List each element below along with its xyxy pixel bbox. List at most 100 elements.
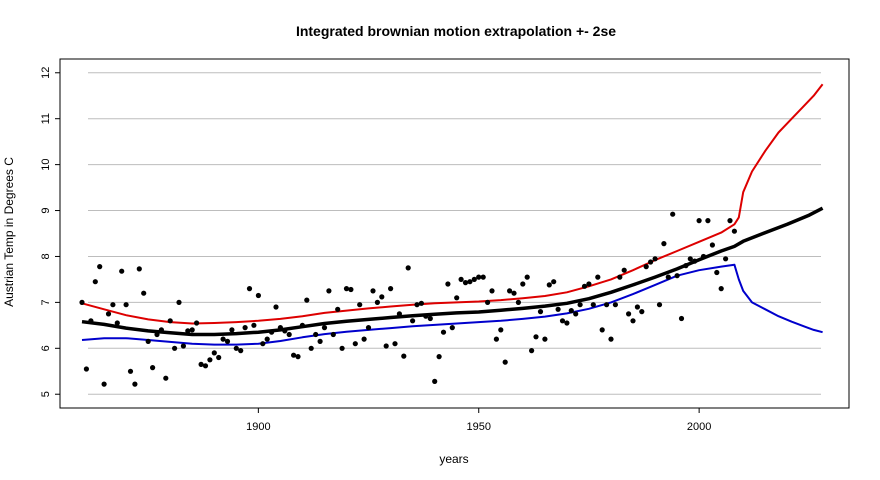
- data-point: [480, 274, 486, 280]
- data-point: [348, 286, 354, 293]
- x-axis-label: years: [439, 452, 468, 466]
- data-point: [423, 313, 429, 319]
- data-point: [555, 306, 561, 312]
- data-point: [251, 322, 257, 328]
- data-point: [665, 274, 671, 280]
- data-point: [529, 348, 535, 354]
- data-point: [630, 318, 636, 324]
- data-point: [136, 266, 142, 272]
- data-point: [141, 290, 147, 296]
- data-point: [313, 331, 319, 338]
- data-point: [145, 338, 151, 344]
- data-point: [194, 320, 200, 326]
- data-point: [220, 336, 226, 342]
- data-point: [581, 283, 588, 289]
- data-point: [458, 276, 464, 282]
- y-tick-label: 11: [40, 113, 52, 124]
- y-tick-label: 9: [40, 207, 52, 213]
- data-point: [97, 264, 103, 270]
- data-point: [705, 218, 711, 224]
- data-point: [88, 318, 94, 324]
- data-point: [551, 279, 557, 285]
- data-point: [198, 361, 204, 367]
- data-point: [150, 365, 156, 371]
- data-point: [449, 325, 455, 331]
- y-axis-label: Austrian Temp in Degrees C: [2, 157, 16, 307]
- data-point: [207, 357, 213, 363]
- series-lines: [81, 83, 824, 346]
- data-point: [110, 302, 116, 308]
- data-point: [537, 309, 544, 315]
- series-line-upper: [81, 83, 824, 325]
- data-point: [105, 311, 112, 317]
- data-point: [229, 327, 235, 333]
- data-point: [564, 320, 570, 326]
- data-point: [180, 343, 186, 349]
- y-tick-label: 5: [40, 391, 52, 397]
- data-point: [317, 338, 323, 344]
- data-point: [224, 338, 231, 344]
- data-point: [273, 304, 279, 310]
- data-point: [202, 363, 209, 369]
- data-point: [185, 328, 191, 334]
- data-point: [723, 256, 729, 262]
- data-point: [692, 258, 698, 264]
- data-point: [335, 306, 341, 312]
- data-point: [559, 318, 566, 324]
- data-point: [542, 336, 548, 342]
- data-point: [427, 315, 433, 322]
- data-point: [233, 345, 239, 351]
- data-point: [92, 279, 98, 285]
- data-point: [696, 218, 702, 224]
- data-point: [119, 268, 125, 274]
- data-point: [361, 336, 367, 342]
- data-point: [167, 318, 173, 324]
- data-point: [352, 341, 358, 347]
- data-point: [626, 311, 632, 317]
- data-point: [308, 345, 314, 351]
- data-point: [511, 290, 517, 296]
- data-point: [617, 274, 623, 280]
- data-point: [357, 302, 363, 308]
- data-point: [595, 274, 601, 280]
- data-point: [269, 329, 275, 335]
- y-tick-label: 8: [40, 253, 52, 259]
- data-point: [634, 304, 641, 310]
- data-point: [216, 354, 222, 361]
- data-point: [326, 288, 332, 294]
- data-point: [264, 336, 270, 342]
- data-point: [339, 345, 345, 351]
- data-point: [489, 288, 495, 294]
- y-tick-label: 6: [40, 345, 52, 351]
- data-point: [163, 375, 169, 381]
- data-point: [520, 281, 526, 287]
- data-point: [524, 274, 530, 280]
- data-point: [687, 256, 693, 262]
- data-point: [295, 354, 301, 360]
- x-tick-label: 2000: [687, 421, 711, 433]
- data-point: [154, 331, 160, 338]
- data-point: [291, 352, 297, 358]
- data-point: [498, 327, 504, 333]
- data-point: [661, 241, 667, 247]
- data-point: [471, 276, 477, 282]
- data-point: [127, 368, 134, 374]
- data-point: [648, 259, 654, 265]
- series-line-fit: [81, 206, 824, 337]
- data-point: [304, 297, 310, 303]
- data-point: [476, 274, 482, 280]
- data-point: [515, 299, 522, 305]
- data-point: [577, 302, 583, 308]
- data-point: [211, 350, 217, 356]
- data-point: [727, 218, 733, 224]
- data-point: [392, 341, 398, 347]
- data-point: [436, 354, 442, 360]
- data-point: [286, 331, 292, 338]
- data-point: [158, 327, 164, 333]
- data-point: [731, 228, 738, 234]
- data-point: [282, 328, 288, 334]
- data-point: [678, 315, 685, 322]
- data-point: [493, 336, 499, 342]
- y-tick-label: 12: [40, 67, 52, 79]
